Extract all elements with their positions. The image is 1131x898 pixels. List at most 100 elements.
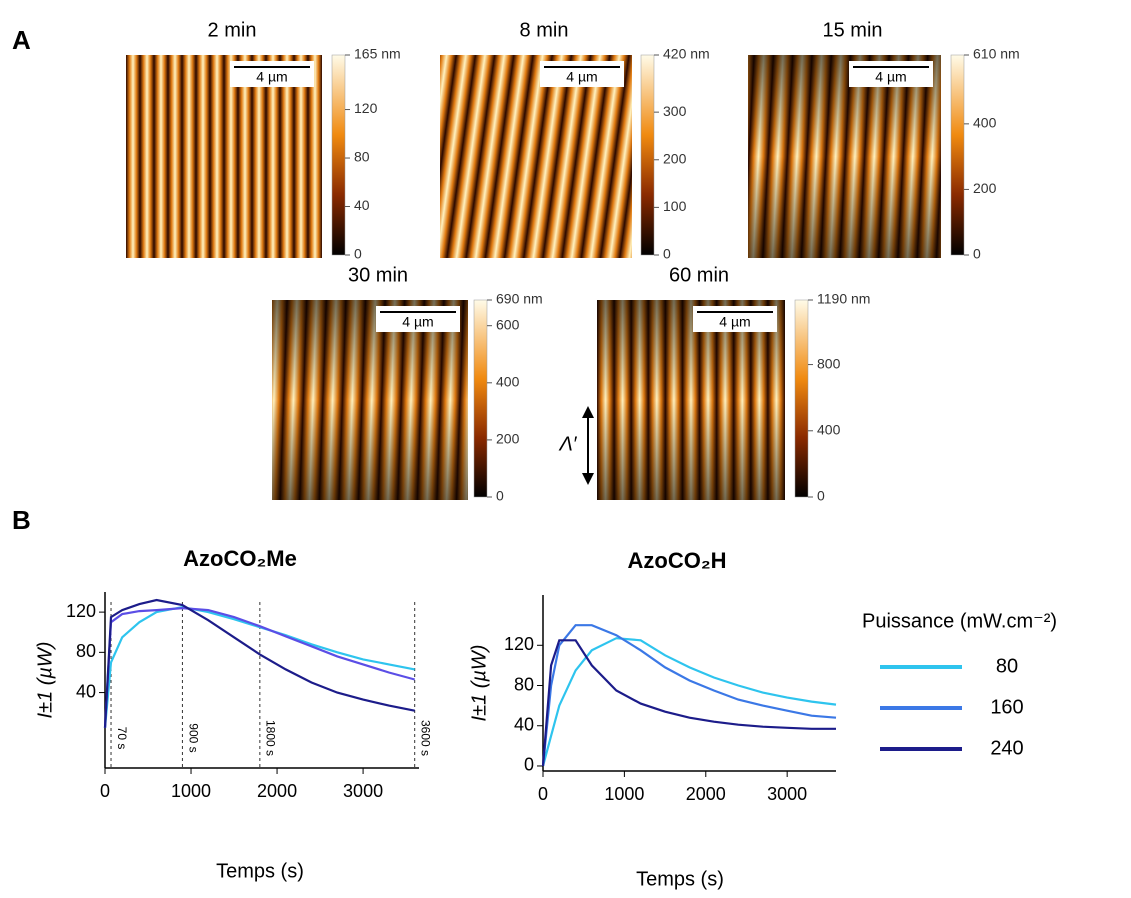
colorbar-tick-label: 0 bbox=[973, 246, 981, 262]
afm-stripe bbox=[112, 35, 126, 278]
y-tick-label: 120 bbox=[66, 601, 96, 621]
afm-bands bbox=[748, 55, 941, 258]
afm-stripe bbox=[387, 35, 440, 278]
x-tick-label: 0 bbox=[100, 781, 110, 801]
y-tick-label: 80 bbox=[76, 641, 96, 661]
colorbar-tick-label: 0 bbox=[496, 488, 504, 504]
y-tick-label: 0 bbox=[524, 755, 534, 775]
afm-panel: 30 min 4 µm 0 200 400 600 690 nm bbox=[221, 264, 543, 520]
x-tick-label: 2000 bbox=[257, 781, 297, 801]
series-line bbox=[103, 598, 415, 728]
colorbar bbox=[473, 299, 488, 498]
scale-bar-bg bbox=[376, 306, 460, 332]
panel-title: 60 min bbox=[669, 264, 729, 286]
panel-title: 30 min bbox=[348, 264, 408, 286]
scale-bar-bg bbox=[230, 61, 314, 87]
legend-title: Puissance (mW.cm⁻²) bbox=[862, 610, 1057, 632]
legend-label: 80 bbox=[996, 655, 1018, 677]
charts: AzoCO₂Me 0 1000 2000 3000 40 80 120 Temps (s) I±1… bbox=[34, 546, 1057, 890]
afm-stripe bbox=[240, 280, 268, 520]
afm-stripe bbox=[182, 55, 196, 258]
colorbar-tick-label: 1190 nm bbox=[817, 291, 870, 307]
afm-stripe bbox=[221, 280, 249, 520]
afm-stripe bbox=[266, 55, 280, 258]
colorbar-tick-label: 610 nm bbox=[973, 46, 1020, 62]
series-line bbox=[541, 637, 837, 767]
colorbar-tick-label: 400 bbox=[817, 421, 841, 437]
annotation-label: 1800 s bbox=[264, 720, 278, 756]
scale-bar-label: 4 µm bbox=[875, 69, 906, 85]
afm-stripe bbox=[196, 55, 210, 258]
colorbar bbox=[640, 54, 655, 256]
x-tick-label: 0 bbox=[538, 784, 548, 804]
afm-stripe bbox=[210, 55, 224, 258]
scale-bar: 4 µm bbox=[693, 306, 777, 332]
colorbar-tick-label: 300 bbox=[663, 103, 687, 119]
x-tick-label: 3000 bbox=[767, 784, 807, 804]
x-axis-label: Temps (s) bbox=[636, 868, 724, 890]
colorbar-tick-label: 200 bbox=[973, 180, 997, 196]
colorbar-tick-label: 165 nm bbox=[354, 46, 401, 62]
afm-stripe bbox=[140, 55, 154, 258]
afm-stripe bbox=[294, 55, 308, 258]
afm-stripe bbox=[520, 55, 575, 258]
panel-label: A bbox=[12, 25, 31, 55]
y-axis-label: I±1 (µW) bbox=[468, 645, 490, 722]
colorbar-tick-label: 200 bbox=[663, 150, 687, 166]
colorbar-tick-label: 200 bbox=[496, 431, 520, 447]
legend-label: 240 bbox=[990, 737, 1023, 759]
colorbar bbox=[794, 299, 809, 498]
panel-title: 8 min bbox=[520, 19, 569, 41]
chart: AzoCO₂H 0 1000 2000 3000 0 40 80 120 Temps (s) I±1… bbox=[468, 548, 1057, 890]
afm-stripe bbox=[616, 55, 632, 258]
afm-stripe bbox=[597, 55, 632, 258]
afm-stripe bbox=[224, 55, 238, 258]
colorbar-tick-label: 40 bbox=[354, 197, 370, 213]
afm-stripe bbox=[440, 55, 479, 258]
afm-stripe bbox=[168, 55, 182, 258]
afm-stripe bbox=[563, 280, 580, 520]
scale-bar: 4 µm bbox=[849, 61, 933, 87]
period-label: Λ′ bbox=[558, 433, 577, 455]
afm-panel: 2 min 4 µm 0 40 80 120 165 nm bbox=[98, 19, 401, 278]
afm-image bbox=[563, 280, 785, 520]
afm-stripe bbox=[238, 55, 252, 258]
x-axis-label: Temps (s) bbox=[216, 860, 304, 882]
series-line bbox=[541, 624, 837, 767]
colorbar-tick-label: 120 bbox=[354, 100, 378, 116]
afm-panel: 15 min 4 µm 0 200 400 610 nm bbox=[748, 19, 1020, 262]
afm-image bbox=[387, 35, 632, 278]
chart-title: AzoCO₂H bbox=[628, 548, 727, 573]
x-tick-label: 1000 bbox=[171, 781, 211, 801]
scale-bar: 4 µm bbox=[376, 306, 460, 332]
scale-bar: 4 µm bbox=[540, 61, 624, 87]
y-tick-label: 40 bbox=[514, 714, 534, 734]
colorbar-tick-label: 0 bbox=[817, 488, 825, 504]
panel-title: 2 min bbox=[208, 19, 257, 41]
afm-stripe bbox=[463, 55, 517, 258]
afm-stripe bbox=[444, 55, 498, 258]
scale-bar-label: 4 µm bbox=[402, 314, 433, 330]
scale-bar-label: 4 µm bbox=[719, 314, 750, 330]
afm-stripe bbox=[440, 55, 460, 258]
colorbar-tick-label: 400 bbox=[496, 374, 520, 390]
panel-label: B bbox=[12, 505, 31, 535]
afm-stripe bbox=[252, 55, 266, 258]
x-tick-label: 3000 bbox=[343, 781, 383, 801]
afm-stripe bbox=[126, 55, 140, 258]
afm-stripe bbox=[501, 55, 556, 258]
colorbar-tick-label: 420 nm bbox=[663, 46, 710, 62]
scale-bar-bg bbox=[693, 306, 777, 332]
scale-bar: 4 µm bbox=[230, 61, 314, 87]
afm-image bbox=[748, 55, 941, 258]
x-tick-label: 1000 bbox=[604, 784, 644, 804]
afm-stripe bbox=[98, 35, 112, 278]
colorbar bbox=[331, 54, 346, 256]
colorbar-tick-label: 0 bbox=[663, 246, 671, 262]
y-tick-label: 40 bbox=[76, 681, 96, 701]
afm-stripe bbox=[280, 55, 294, 258]
afm-panel: 60 min 4 µm 0 400 800 1190 nm bbox=[563, 264, 870, 520]
series-line bbox=[103, 605, 415, 728]
afm-stripe bbox=[308, 55, 322, 258]
